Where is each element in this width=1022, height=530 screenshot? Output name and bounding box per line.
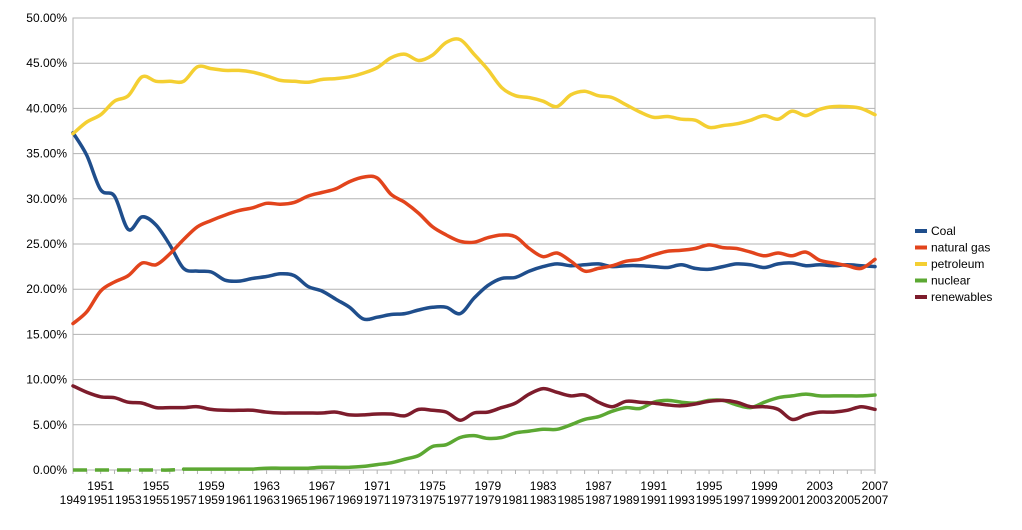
series-line-coal [71, 131, 877, 322]
x-tick-label: 1975 [419, 479, 446, 493]
series-line-renewables [71, 384, 877, 423]
x-tick-label: 1989 [613, 493, 640, 507]
x-tick-label: 1987 [585, 479, 612, 493]
x-tick-label: 1953 [115, 493, 142, 507]
x-tick-label: 1963 [253, 493, 280, 507]
x-tick-label: 1991 [640, 479, 667, 493]
x-tick-label: 1977 [447, 493, 474, 507]
x-tick-label: 1999 [751, 493, 778, 507]
x-tick-label: 2005 [834, 493, 861, 507]
y-tick-label: 0.00% [33, 463, 67, 477]
legend-label-nuclear: nuclear [931, 274, 970, 288]
legend-swatch-natural-gas [915, 245, 927, 250]
x-tick-label: 1971 [364, 479, 391, 493]
series-line-nuclear-zero-segment [73, 467, 184, 472]
x-tick-label: 1993 [668, 493, 695, 507]
x-tick-label: 1987 [585, 493, 612, 507]
x-tick-label: 2007 [862, 479, 889, 493]
x-tick-label: 1967 [309, 493, 336, 507]
x-tick-label: 1981 [502, 493, 529, 507]
x-tick-label: 1969 [336, 493, 363, 507]
x-tick-label: 1997 [723, 493, 750, 507]
x-tick-label: 1971 [364, 493, 391, 507]
y-tick-label: 15.00% [26, 327, 67, 341]
legend-label-natural-gas: natural gas [931, 241, 990, 255]
series-line-petroleum [71, 37, 877, 136]
legend-label-coal: Coal [931, 224, 956, 238]
series-line-natural-gas [71, 174, 877, 326]
legend-swatch-coal [915, 229, 927, 233]
x-tick-label: 2007 [862, 493, 889, 507]
x-tick-label: 1955 [143, 479, 170, 493]
y-tick-label: 25.00% [26, 237, 67, 251]
x-tick-label: 1983 [530, 479, 557, 493]
x-tick-label: 1959 [198, 479, 225, 493]
y-tick-label: 5.00% [33, 418, 67, 432]
x-tick-label: 1979 [474, 493, 501, 507]
x-tick-label: 2003 [806, 493, 833, 507]
x-tick-label: 1995 [696, 493, 723, 507]
legend-swatch-nuclear [915, 278, 927, 283]
x-tick-label: 1961 [226, 493, 253, 507]
x-tick-label: 1963 [253, 479, 280, 493]
x-tick-label: 1999 [751, 479, 778, 493]
x-tick-label: 1983 [530, 493, 557, 507]
x-tick-label: 1949 [60, 493, 87, 507]
y-tick-label: 30.00% [26, 192, 67, 206]
y-tick-label: 40.00% [26, 101, 67, 115]
x-tick-label: 1985 [557, 493, 584, 507]
x-tick-label: 1957 [170, 493, 197, 507]
x-tick-label: 1973 [392, 493, 419, 507]
legend-swatch-renewables [915, 295, 927, 299]
series-line-nuclear [181, 392, 877, 471]
y-tick-label: 10.00% [26, 373, 67, 387]
x-tick-label: 1951 [87, 479, 114, 493]
y-tick-label: 45.00% [26, 56, 67, 70]
x-tick-label: 1965 [281, 493, 308, 507]
x-tick-label: 1951 [87, 493, 114, 507]
x-tick-label: 1979 [474, 479, 501, 493]
x-tick-label: 1959 [198, 493, 225, 507]
legend-label-renewables: renewables [931, 290, 992, 304]
x-tick-label: 1991 [640, 493, 667, 507]
y-tick-label: 50.00% [26, 11, 67, 25]
x-tick-label: 2003 [806, 479, 833, 493]
x-tick-label: 2001 [779, 493, 806, 507]
x-tick-label: 1967 [309, 479, 336, 493]
x-tick-label: 1955 [143, 493, 170, 507]
y-tick-label: 35.00% [26, 147, 67, 161]
legend-label-petroleum: petroleum [931, 257, 984, 271]
x-tick-label: 1995 [696, 479, 723, 493]
x-tick-label: 1975 [419, 493, 446, 507]
y-tick-label: 20.00% [26, 282, 67, 296]
legend-swatch-petroleum [915, 262, 927, 266]
